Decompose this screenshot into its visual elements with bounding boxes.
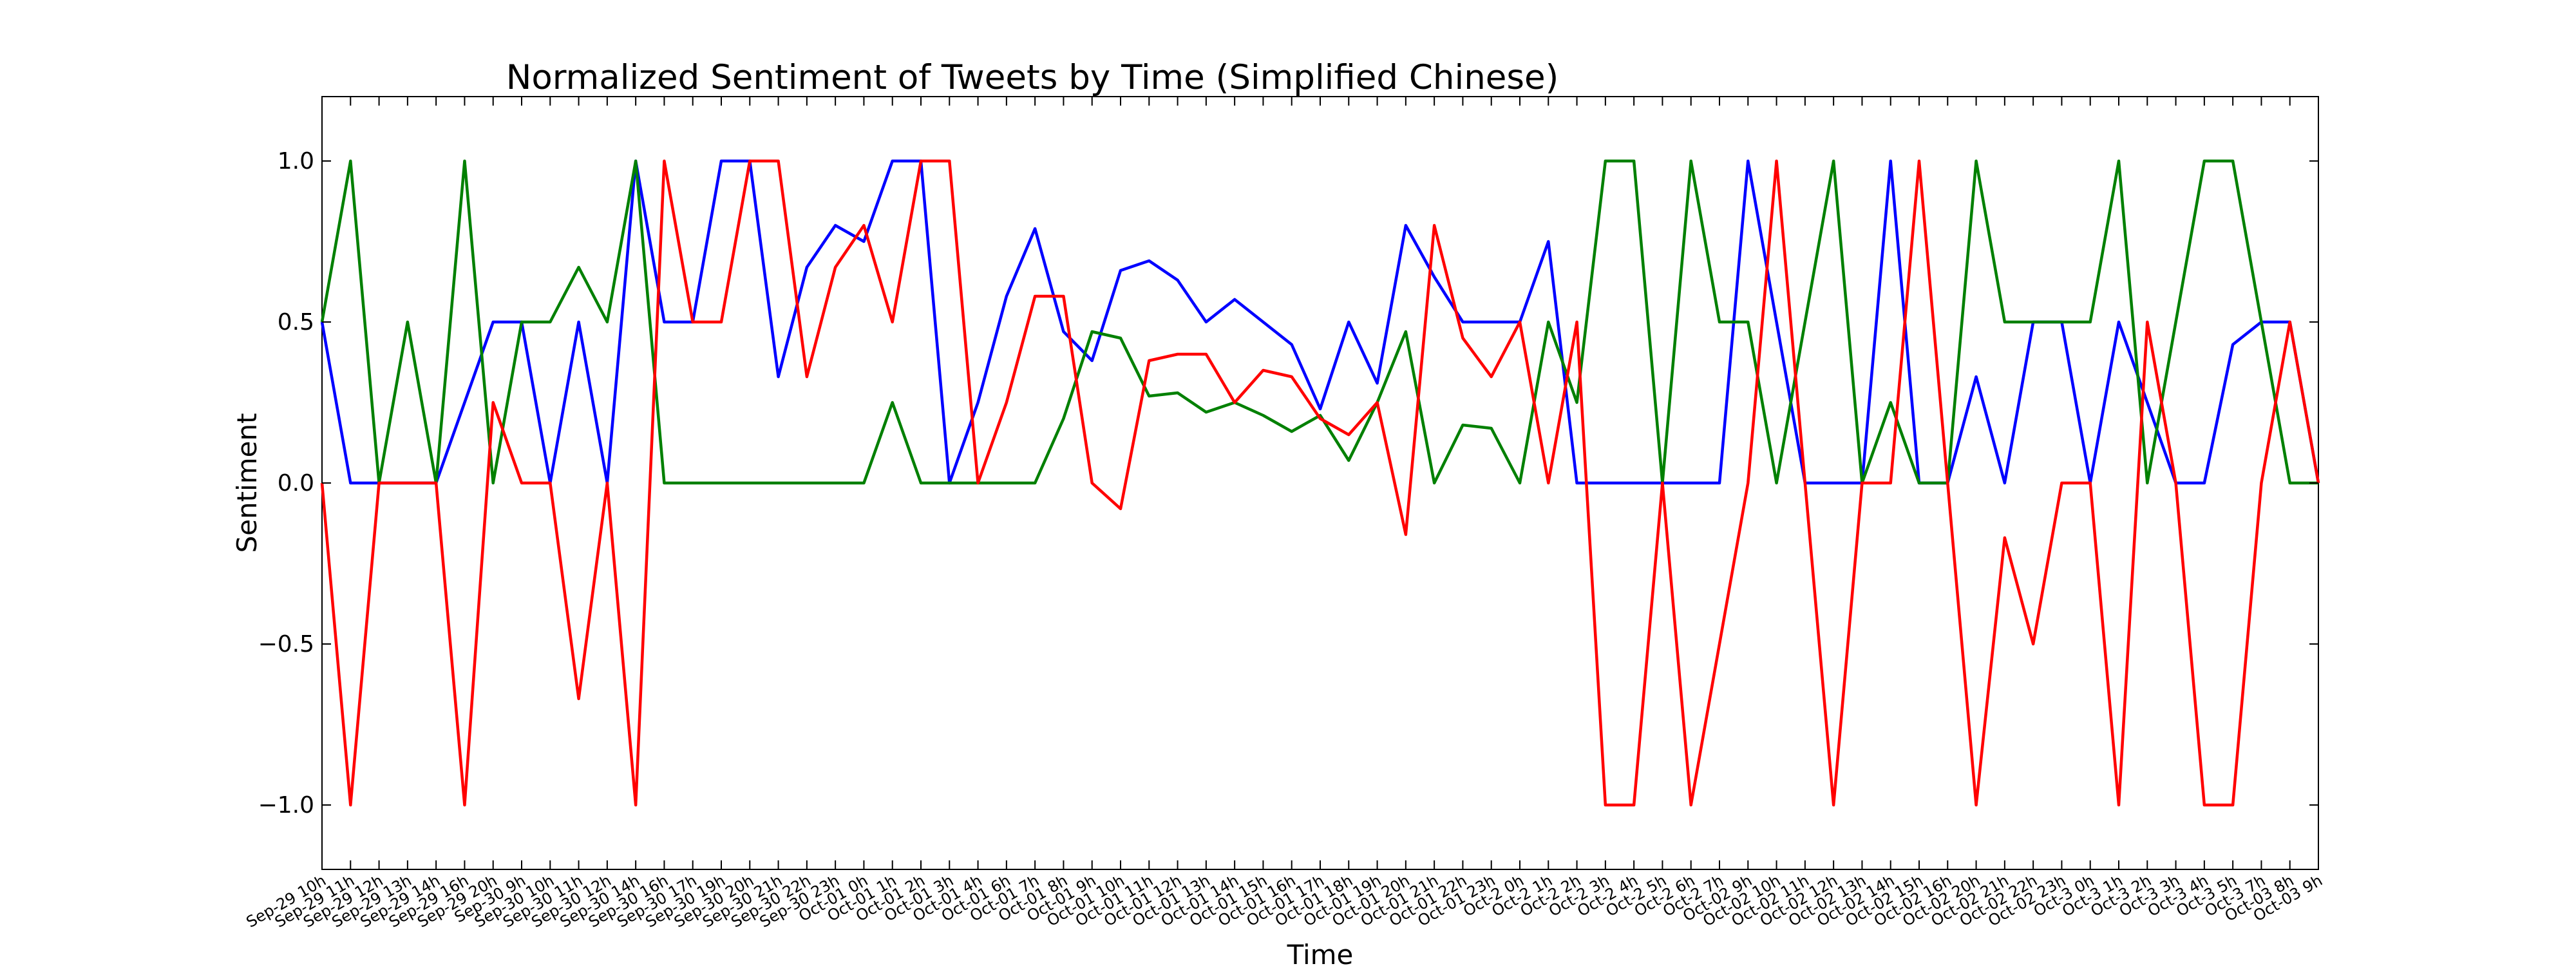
y-tick-label: 0.0 <box>278 470 314 497</box>
x-axis-label: Time <box>1287 939 1354 966</box>
y-tick-label: −0.5 <box>258 631 314 658</box>
series-3-line <box>320 159 2320 807</box>
plot-frame <box>321 96 2319 870</box>
y-axis-ticks: −1.0 −0.5 0.0 0.5 1.0 <box>258 148 2318 819</box>
series-layer <box>320 159 2320 807</box>
chart-title: Normalized Sentiment of Tweets by Time (… <box>506 58 1559 97</box>
y-tick-label: 1.0 <box>278 148 314 175</box>
y-tick-label: 0.5 <box>278 309 314 336</box>
y-tick-label: −1.0 <box>258 792 314 819</box>
series-1-line <box>320 159 2320 485</box>
y-axis-label: Sentiment <box>231 413 263 553</box>
